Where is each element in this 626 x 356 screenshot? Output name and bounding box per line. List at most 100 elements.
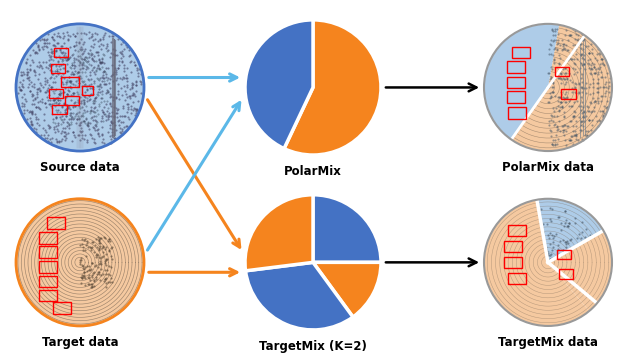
Point [565,96,575,102]
Point [86,278,96,283]
Point [111,69,121,75]
Point [136,81,146,87]
Point [123,114,133,120]
Point [77,275,87,281]
Point [552,114,562,119]
Point [98,42,108,48]
Point [58,89,68,95]
Point [101,71,111,77]
Point [67,52,77,58]
Point [548,239,558,245]
Point [113,82,123,87]
Point [97,114,107,119]
Point [112,53,122,58]
Point [86,115,96,120]
Point [580,114,590,120]
Point [74,75,85,81]
Point [26,119,36,125]
Point [95,260,105,266]
Bar [47,217,64,229]
Point [68,59,78,64]
Point [37,65,47,70]
Point [90,242,100,247]
Point [566,103,576,109]
Point [584,117,594,123]
Point [25,67,35,73]
Point [76,256,86,261]
Point [568,129,578,134]
Point [548,89,558,95]
Point [122,44,132,50]
Point [59,40,69,46]
Point [74,137,85,143]
Point [89,64,99,70]
Point [121,75,131,81]
Point [77,132,87,138]
Point [550,28,560,33]
Point [131,110,141,115]
Point [43,135,53,141]
Point [57,128,67,134]
Point [105,122,115,128]
Point [585,70,595,76]
Point [128,92,138,98]
Point [78,59,88,64]
Point [66,80,76,85]
Point [131,79,141,85]
Point [97,56,107,61]
Point [570,42,580,48]
Point [577,32,587,37]
Point [61,135,71,140]
Point [593,123,603,129]
Point [93,252,103,258]
Point [587,46,597,52]
Point [63,88,73,93]
Point [133,70,143,76]
Point [30,95,40,100]
Point [93,269,103,275]
Point [126,69,136,75]
Point [92,66,102,71]
Point [61,132,71,137]
Point [75,259,85,265]
Point [44,63,54,68]
Point [68,90,78,96]
Point [66,85,76,91]
Point [98,98,108,104]
Point [80,269,90,275]
Point [28,94,38,99]
Point [98,69,108,75]
Point [595,61,605,67]
Point [106,113,116,119]
Point [548,119,558,124]
Point [558,127,568,133]
Point [31,105,41,110]
Point [95,277,105,283]
Point [85,111,95,116]
Point [37,36,47,42]
Point [103,248,113,253]
Point [88,108,98,114]
Point [69,100,79,106]
Point [107,256,117,262]
Point [93,49,103,55]
Point [83,244,93,250]
Point [19,91,29,97]
Point [560,91,570,96]
Text: Target data: Target data [42,336,118,349]
Point [593,69,603,75]
Point [29,68,39,74]
Point [106,244,116,250]
Point [85,47,95,53]
Point [93,235,103,240]
Point [598,112,608,118]
Point [117,48,127,54]
Point [560,81,570,87]
Point [103,236,113,241]
Point [106,265,116,270]
Wedge shape [548,262,597,311]
Point [41,37,51,43]
Point [98,272,108,277]
Point [103,65,113,70]
Point [553,69,563,75]
